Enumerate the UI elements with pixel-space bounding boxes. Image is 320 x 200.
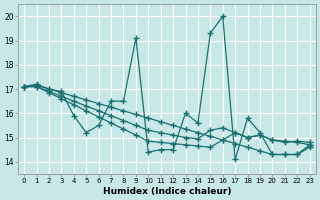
X-axis label: Humidex (Indice chaleur): Humidex (Indice chaleur)	[103, 187, 231, 196]
